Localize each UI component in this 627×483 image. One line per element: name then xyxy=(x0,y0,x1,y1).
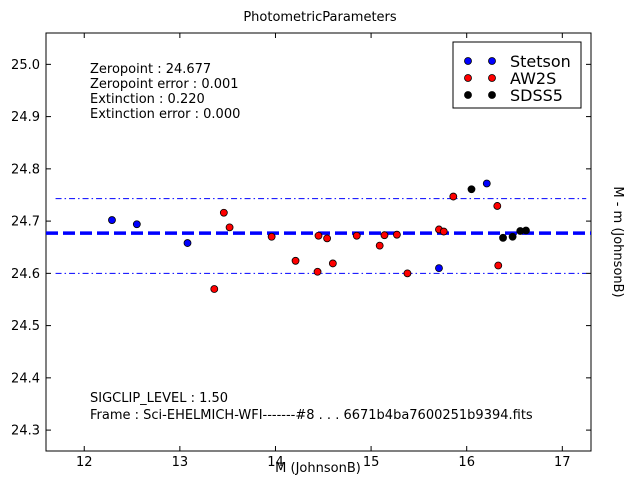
data-point-aw2s xyxy=(291,256,300,265)
legend-label: SDSS5 xyxy=(510,86,563,105)
legend-box xyxy=(452,41,582,109)
data-point-aw2s xyxy=(403,269,412,278)
data-point-aw2s xyxy=(375,241,384,250)
x-tick-label: 13 xyxy=(172,455,189,470)
data-point-aw2s xyxy=(328,259,337,268)
legend-marker xyxy=(464,74,472,82)
parameter-text: Zeropoint : 24.677 xyxy=(90,62,211,77)
data-point-aw2s xyxy=(449,192,458,201)
legend-marker xyxy=(488,74,496,82)
data-point-aw2s xyxy=(494,261,503,270)
parameter-text: Zeropoint error : 0.001 xyxy=(90,77,239,92)
legend-marker xyxy=(488,57,496,65)
data-point-sdss5 xyxy=(522,226,530,235)
data-point-stetson xyxy=(108,216,116,224)
data-point-aw2s xyxy=(219,208,228,217)
data-point-aw2s xyxy=(380,231,389,240)
y-tick-label: 24.8 xyxy=(11,162,40,177)
x-tick-label: 14 xyxy=(267,455,284,470)
legend-label: AW2S xyxy=(510,69,556,88)
y-tick-label: 24.9 xyxy=(11,110,40,125)
y-tick-label: 24.3 xyxy=(11,424,40,439)
y-tick-label: 24.4 xyxy=(11,371,40,386)
data-point-aw2s xyxy=(493,202,502,210)
x-axis: 12 13 14 15 16 17 xyxy=(76,33,571,470)
legend-marker xyxy=(488,91,496,99)
y-tick-label: 25.0 xyxy=(11,58,40,73)
y-axis-label: M - m (JohnsonB) xyxy=(610,186,625,297)
parameter-text: Extinction : 0.220 xyxy=(90,92,205,107)
x-tick-label: 17 xyxy=(554,455,571,470)
data-point-aw2s xyxy=(225,223,234,232)
data-point-sdss5 xyxy=(467,185,476,194)
y-axis: 24.3 24.4 24.5 24.6 24.7 24.8 24.9 25.0 xyxy=(11,58,591,439)
data-point-sdss5 xyxy=(499,233,507,242)
y-tick-label: 24.7 xyxy=(11,215,40,230)
parameter-text: Extinction error : 0.000 xyxy=(90,107,240,122)
chart-title: PhotometricParameters xyxy=(243,10,397,25)
data-point-aw2s xyxy=(210,285,219,293)
data-point-stetson xyxy=(183,239,192,247)
data-point-sdss5 xyxy=(508,232,517,241)
x-tick-label: 16 xyxy=(458,455,475,470)
frame-info-line: Frame : Sci-EHELMICH-WFI-------#8 . . . … xyxy=(90,408,533,423)
legend-label: Stetson xyxy=(510,52,571,71)
data-point-aw2s xyxy=(439,227,448,236)
y-tick-label: 24.6 xyxy=(11,267,40,282)
data-point-aw2s xyxy=(313,267,322,276)
data-point-aw2s xyxy=(393,230,401,239)
data-point-aw2s xyxy=(267,232,276,241)
x-axis-label: M (JohnsonB) xyxy=(275,461,361,476)
data-point-aw2s xyxy=(352,231,361,240)
data-point-stetson xyxy=(132,220,141,229)
data-point-stetson xyxy=(435,264,443,273)
data-points xyxy=(108,179,530,293)
legend-marker xyxy=(464,57,472,65)
x-tick-label: 15 xyxy=(363,455,380,470)
x-tick-label: 12 xyxy=(76,455,93,470)
y-tick-label: 24.5 xyxy=(11,319,40,334)
frame-info-line: SIGCLIP_LEVEL : 1.50 xyxy=(90,391,228,406)
frame-info-text: SIGCLIP_LEVEL : 1.50 Frame : Sci-EHELMICH… xyxy=(90,391,533,423)
data-point-aw2s xyxy=(323,234,332,243)
legend-marker xyxy=(464,91,472,99)
data-point-aw2s xyxy=(314,231,323,240)
data-point-stetson xyxy=(482,179,491,188)
